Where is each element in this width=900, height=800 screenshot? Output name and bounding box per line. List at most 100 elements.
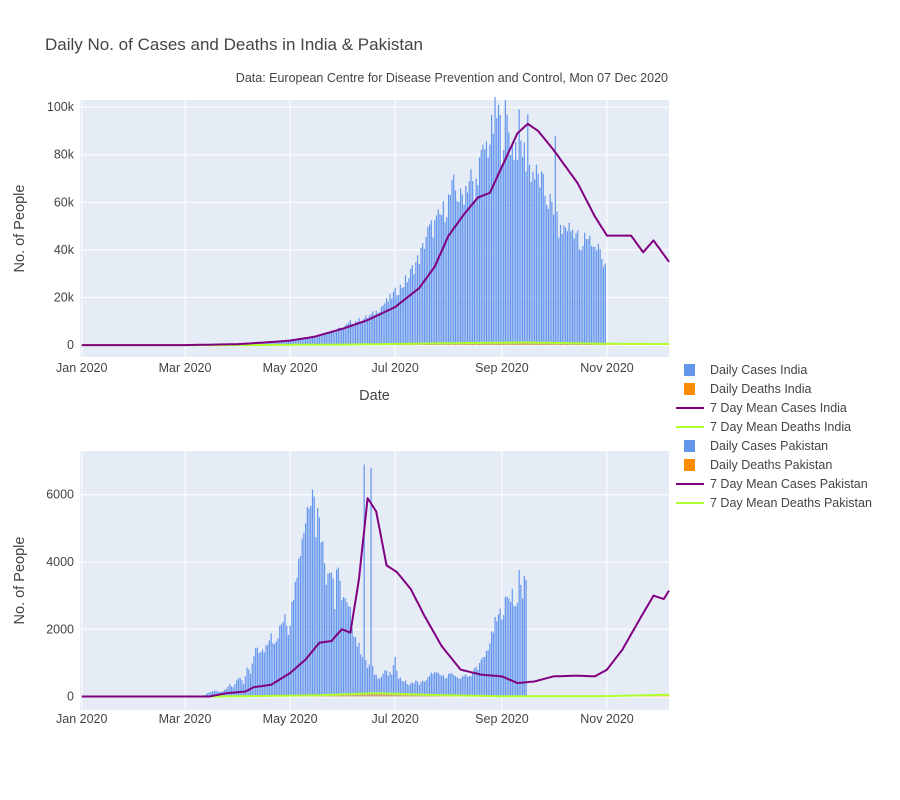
daily-cases-bar bbox=[403, 286, 405, 346]
x-tick-label: Sep 2020 bbox=[475, 712, 529, 726]
daily-cases-bar bbox=[484, 657, 486, 697]
daily-cases-bar bbox=[212, 691, 214, 697]
daily-cases-bar bbox=[435, 672, 438, 697]
daily-cases-bar bbox=[318, 336, 320, 346]
daily-cases-bar bbox=[485, 141, 488, 346]
daily-cases-bar bbox=[370, 467, 372, 697]
daily-cases-bar bbox=[430, 220, 432, 346]
daily-cases-bar bbox=[516, 602, 519, 697]
daily-cases-bar bbox=[602, 266, 605, 346]
daily-cases-bar bbox=[301, 337, 303, 346]
daily-deaths-bar bbox=[387, 693, 389, 697]
daily-deaths-bar bbox=[534, 342, 536, 346]
daily-cases-bar bbox=[396, 670, 398, 697]
chart-subtitle: Data: European Centre for Disease Preven… bbox=[236, 71, 668, 85]
daily-cases-bar bbox=[398, 678, 400, 697]
daily-cases-bar bbox=[592, 246, 594, 346]
daily-deaths-bar bbox=[504, 342, 506, 346]
daily-cases-bar bbox=[330, 331, 333, 346]
legend-item[interactable]: Daily Deaths India bbox=[684, 382, 811, 396]
x-tick-label: Nov 2020 bbox=[580, 712, 634, 726]
daily-cases-bar bbox=[315, 537, 317, 697]
daily-cases-bar bbox=[337, 327, 339, 346]
legend-item[interactable]: 7 Day Mean Deaths India bbox=[676, 420, 851, 434]
daily-cases-bar bbox=[439, 214, 441, 346]
daily-cases-bar bbox=[394, 287, 396, 346]
daily-deaths-bar bbox=[373, 692, 376, 697]
daily-cases-bar bbox=[508, 598, 510, 697]
daily-cases-bar bbox=[272, 341, 274, 346]
daily-cases-bar bbox=[523, 576, 525, 697]
daily-cases-bar bbox=[596, 250, 598, 346]
daily-deaths-bar bbox=[501, 342, 503, 346]
daily-cases-bar bbox=[465, 186, 467, 346]
daily-cases-bar bbox=[442, 675, 444, 697]
legend-item[interactable]: Daily Cases Pakistan bbox=[684, 439, 828, 453]
daily-cases-bar bbox=[463, 204, 465, 346]
legend-item[interactable]: 7 Day Mean Cases Pakistan bbox=[676, 477, 868, 491]
daily-deaths-bar bbox=[532, 342, 534, 346]
daily-cases-bar bbox=[274, 643, 276, 697]
daily-cases-bar bbox=[263, 342, 265, 346]
daily-cases-bar bbox=[427, 677, 429, 697]
daily-cases-bar bbox=[213, 691, 215, 697]
daily-deaths-bar bbox=[437, 343, 439, 346]
legend-label: Daily Deaths Pakistan bbox=[710, 458, 832, 472]
daily-cases-bar bbox=[432, 673, 434, 697]
daily-cases-bar bbox=[415, 680, 417, 697]
x-tick-label: Mar 2020 bbox=[159, 361, 212, 375]
daily-cases-bar bbox=[460, 678, 462, 697]
daily-cases-bar bbox=[348, 322, 350, 346]
legend-item[interactable]: Daily Deaths Pakistan bbox=[684, 458, 832, 472]
daily-cases-bars bbox=[189, 97, 606, 346]
daily-cases-bar bbox=[255, 648, 257, 697]
legend-label: Daily Cases Pakistan bbox=[710, 439, 828, 453]
daily-cases-bar bbox=[478, 157, 481, 346]
daily-cases-bar bbox=[516, 160, 519, 346]
daily-cases-bar bbox=[501, 164, 503, 346]
daily-cases-bar bbox=[292, 339, 295, 346]
daily-cases-bar bbox=[503, 149, 505, 346]
daily-cases-bar bbox=[389, 672, 391, 697]
daily-cases-bar bbox=[597, 243, 599, 346]
daily-cases-bar bbox=[449, 195, 451, 346]
legend-item[interactable]: Daily Cases India bbox=[684, 363, 807, 377]
daily-cases-bar bbox=[206, 693, 209, 697]
daily-cases-bar bbox=[274, 341, 276, 346]
daily-cases-bar bbox=[284, 340, 286, 346]
daily-cases-bar bbox=[286, 340, 288, 346]
daily-cases-bar bbox=[425, 680, 427, 697]
daily-deaths-bar bbox=[449, 343, 451, 346]
daily-cases-bar bbox=[368, 664, 370, 697]
daily-deaths-bar bbox=[485, 342, 488, 346]
daily-cases-bar bbox=[470, 675, 472, 697]
daily-deaths-bar bbox=[391, 693, 393, 697]
daily-cases-bar bbox=[422, 243, 424, 346]
daily-deaths-bar bbox=[370, 692, 372, 697]
daily-cases-bar bbox=[325, 584, 327, 697]
daily-deaths-bar bbox=[411, 694, 413, 697]
daily-deaths-bar bbox=[439, 343, 441, 346]
y-tick-label: 100k bbox=[47, 100, 75, 114]
daily-deaths-bar bbox=[528, 342, 531, 346]
chart-title: Daily No. of Cases and Deaths in India &… bbox=[45, 35, 423, 54]
daily-cases-bar bbox=[385, 670, 388, 697]
daily-cases-bar bbox=[342, 327, 345, 346]
daily-cases-bar bbox=[415, 262, 417, 346]
daily-cases-bar bbox=[484, 149, 486, 346]
legend-item[interactable]: 7 Day Mean Cases India bbox=[676, 401, 847, 415]
daily-cases-bar bbox=[513, 159, 515, 346]
y-tick-label: 80k bbox=[54, 148, 75, 162]
daily-cases-bar bbox=[570, 231, 572, 346]
legend-item[interactable]: 7 Day Mean Deaths Pakistan bbox=[676, 496, 872, 510]
daily-cases-bar bbox=[323, 334, 326, 346]
daily-deaths-bar bbox=[385, 693, 388, 697]
daily-cases-bar bbox=[458, 202, 460, 346]
daily-cases-bar bbox=[358, 642, 360, 697]
daily-cases-bar bbox=[472, 181, 474, 346]
daily-cases-bar bbox=[282, 341, 284, 346]
legend-swatch bbox=[684, 364, 695, 376]
daily-cases-bar bbox=[453, 174, 455, 346]
daily-deaths-bar bbox=[482, 342, 484, 346]
daily-cases-bar bbox=[372, 311, 374, 346]
